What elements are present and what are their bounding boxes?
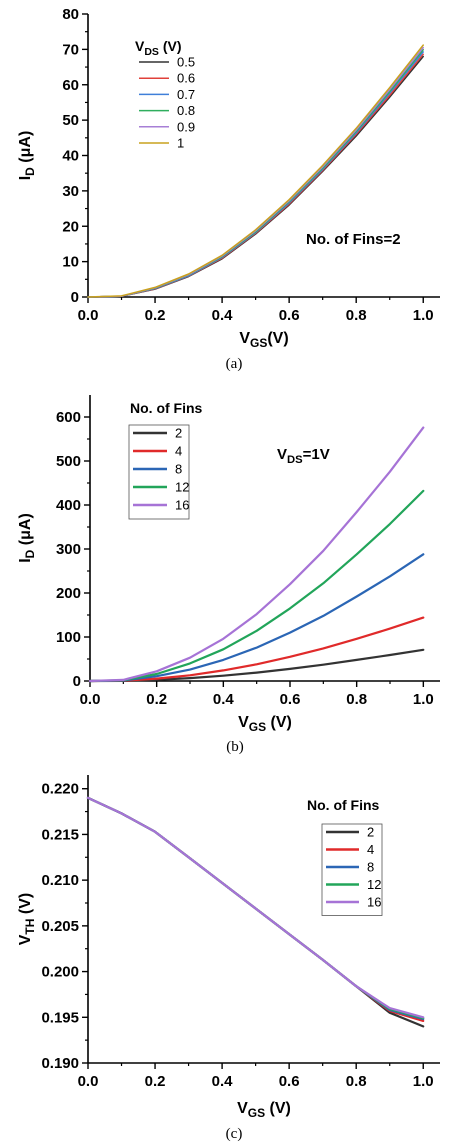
y-tick-label: 0 [73, 673, 81, 690]
figure-caption: (a) [226, 356, 243, 372]
figure-caption: (c) [226, 1126, 243, 1142]
y-axis-title: VTH (V) [17, 893, 37, 945]
y-tick-label: 0.210 [41, 872, 79, 889]
y-tick-label: 0 [71, 289, 79, 306]
legend-label: 1 [177, 136, 184, 151]
series-line-0.6 [87, 53, 424, 298]
legend-label: 2 [367, 825, 374, 840]
x-axis-title: VGS (V) [237, 1100, 291, 1120]
x-tick-label: 0.0 [78, 307, 99, 324]
y-tick-label: 40 [62, 148, 79, 165]
x-tick-label: 1.0 [413, 1073, 434, 1090]
chart-c: 0.0 0.2 0.4 0.6 0.8 1.0 0.190 0.195 0.200 0.205 0.… [17, 775, 440, 1142]
y-tick-label: 400 [56, 497, 81, 514]
x-tick-label: 0.8 [346, 1073, 367, 1090]
y-tick-label: 600 [56, 409, 81, 426]
y-tick-label: 80 [62, 6, 79, 23]
y-tick-label: 0.200 [41, 964, 79, 981]
y-tick-label: 10 [62, 254, 79, 271]
y-tick-label: 200 [56, 585, 81, 602]
series-line-16 [88, 426, 425, 683]
series-line-0.8 [87, 48, 424, 298]
x-tick-label: 0.6 [279, 307, 300, 324]
legend-box [128, 424, 190, 520]
series-line-8 [88, 553, 425, 683]
series-line-0.7 [87, 51, 424, 298]
y-tick-label: 50 [62, 112, 79, 129]
x-tick-label: 1.0 [413, 307, 434, 324]
series-line-4 [88, 616, 425, 683]
legend-label: 12 [367, 877, 381, 892]
x-tick-label: 0.6 [280, 691, 301, 708]
y-tick-label: 300 [56, 541, 81, 558]
legend-label: 2 [175, 426, 182, 441]
series-line-1 [87, 44, 424, 298]
legend-title: No. of Fins [307, 797, 380, 813]
legend-label: 8 [367, 860, 374, 875]
legend: No. of Fins 2 4 8 12 16 [128, 400, 203, 520]
figure-caption: (b) [226, 739, 244, 755]
legend-label: 4 [367, 842, 374, 857]
legend-label: 0.9 [177, 119, 195, 134]
x-tick-label: 0.8 [346, 691, 367, 708]
x-tick-label: 1.0 [413, 691, 434, 708]
x-tick-label: 0.2 [146, 691, 167, 708]
x-tick-label: 0.4 [212, 1073, 234, 1090]
series-line-0.5 [87, 55, 424, 298]
y-tick-label: 30 [62, 183, 79, 200]
y-tick-label: 0.190 [41, 1055, 79, 1072]
legend-title: VDS (V) [135, 38, 182, 58]
y-tick-label: 100 [56, 629, 81, 646]
x-tick-label: 0.0 [78, 1073, 99, 1090]
legend-label: 12 [175, 480, 189, 495]
y-tick-label: 0.220 [41, 781, 79, 798]
y-tick-label: 0.215 [41, 826, 79, 843]
y-tick-label: 0.205 [41, 918, 79, 935]
x-axis-title: VGS(V) [239, 330, 288, 350]
legend-label: 4 [175, 444, 182, 459]
legend-label: 0.6 [177, 71, 195, 86]
y-tick-label: 60 [62, 77, 79, 94]
y-tick-label: 0.195 [41, 1009, 79, 1026]
x-axis-title: VGS (V) [238, 714, 292, 734]
legend-label: 0.7 [177, 87, 195, 102]
x-tick-label: 0.2 [145, 307, 166, 324]
chart-annotation: VDS=1V [277, 446, 330, 466]
legend-label: 8 [175, 462, 182, 477]
x-tick-label: 0.0 [80, 691, 101, 708]
y-tick-label: 20 [62, 218, 79, 235]
y-axis-title: ID (μA) [17, 513, 37, 563]
legend-label: 0.5 [177, 55, 195, 70]
x-tick-label: 0.6 [279, 1073, 300, 1090]
x-tick-label: 0.4 [212, 307, 234, 324]
y-tick-label: 70 [62, 41, 79, 58]
series-line-12 [88, 489, 425, 683]
legend-box [321, 823, 383, 916]
legend: No. of Fins 2 4 8 12 16 [307, 797, 383, 916]
x-tick-label: 0.8 [346, 307, 367, 324]
series-line-16 [86, 796, 425, 1019]
legend: VDS (V)0.50.60.70.80.9 1 [135, 38, 195, 151]
legend-label: 0.8 [177, 103, 195, 118]
x-tick-label: 0.4 [213, 691, 235, 708]
legend-label: 16 [175, 498, 189, 513]
y-axis-title: ID (μA) [17, 131, 37, 181]
chart-annotation: No. of Fins=2 [306, 231, 401, 248]
legend-label: 16 [367, 895, 381, 910]
series-line-0.9 [87, 46, 424, 298]
y-tick-label: 500 [56, 453, 81, 470]
legend-title: No. of Fins [130, 400, 203, 416]
chart-b: 0.0 0.2 0.4 0.6 0.8 1.0 0 100 200 300 400 500 600 VGS… [17, 395, 440, 755]
x-tick-label: 0.2 [145, 1073, 166, 1090]
chart-a: 0.0 0.2 0.4 0.6 0.8 1.0 0 10 20 30 40 50 60 70 80 VGS(V… [17, 6, 440, 372]
